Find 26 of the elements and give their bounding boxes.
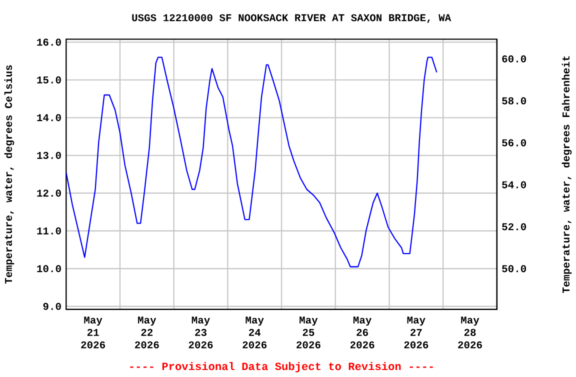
chart-title: USGS 12210000 SF NOOKSACK RIVER AT SAXON BRIDGE, WA bbox=[132, 14, 452, 24]
y2-tick-label: 50.0 bbox=[502, 265, 526, 272]
y2-tick-label: 52.0 bbox=[502, 223, 526, 230]
y-tick-label: 14.0 bbox=[37, 114, 61, 122]
y-tick-label: 10.0 bbox=[37, 265, 61, 272]
x-tick-label: May 27 2026 bbox=[404, 316, 428, 349]
y2-tick-label: 54.0 bbox=[502, 181, 526, 188]
x-tick-label: May 28 2026 bbox=[458, 316, 482, 349]
x-tick-label: May 24 2026 bbox=[242, 316, 267, 349]
y2-tick-label: 56.0 bbox=[502, 139, 526, 147]
y-tick-label: 9.0 bbox=[43, 302, 61, 310]
y-tick-label: 13.0 bbox=[37, 152, 61, 160]
x-tick-label: May 25 2026 bbox=[296, 316, 320, 349]
y-tick-label: 16.0 bbox=[37, 38, 61, 46]
y-tick-label: 12.0 bbox=[37, 190, 61, 197]
x-tick-label: May 23 2026 bbox=[188, 316, 213, 349]
y2-tick-label: 58.0 bbox=[502, 97, 526, 105]
x-tick-label: May 26 2026 bbox=[350, 316, 374, 349]
x-tick-label: May 22 2026 bbox=[135, 316, 159, 349]
y-tick-label: 11.0 bbox=[37, 228, 61, 235]
y2-axis-title: Temperature, water, degrees Fahrenheit bbox=[562, 56, 572, 294]
y2-tick-label: 60.0 bbox=[502, 56, 526, 63]
y-tick-label: 15.0 bbox=[37, 76, 61, 84]
x-tick-label: May 21 2026 bbox=[81, 316, 106, 349]
y-axis-title: Temperature, water, degrees Celsius bbox=[4, 65, 14, 284]
text: ---- Provisional Data Subject to Revision ---- bbox=[130, 362, 433, 372]
